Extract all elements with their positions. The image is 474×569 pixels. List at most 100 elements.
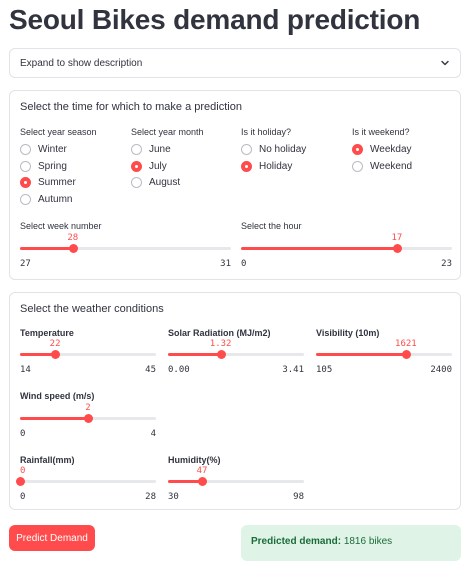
radio-option[interactable]: Weekday xyxy=(352,144,412,155)
month-label: Select year month xyxy=(131,127,204,137)
slider-thumb[interactable] xyxy=(84,414,93,423)
temperature-slider[interactable]: 22 14 45 xyxy=(20,339,156,375)
slider-max: 2400 xyxy=(430,365,452,375)
slider-max: 28 xyxy=(145,492,156,502)
radio-unchecked-icon xyxy=(131,177,142,188)
visibility-label: Visibility (10m) xyxy=(316,328,380,338)
hour-label: Select the hour xyxy=(241,221,302,231)
radio-option-label: June xyxy=(149,144,171,155)
slider-min: 30 xyxy=(168,492,179,502)
radio-checked-icon xyxy=(20,177,31,188)
time-section: Select the time for which to make a pred… xyxy=(9,90,461,280)
slider-min: 27 xyxy=(20,259,31,269)
weekend-label: Is it weekend? xyxy=(352,127,410,137)
humidity-slider[interactable]: 47 30 98 xyxy=(168,466,304,502)
slider-value: 1.32 xyxy=(209,339,232,349)
slider-track[interactable] xyxy=(20,247,231,250)
radio-checked-icon xyxy=(241,160,252,172)
radio-unchecked-icon xyxy=(131,144,142,155)
radio-option[interactable]: Spring xyxy=(20,160,67,172)
radio-option[interactable]: No holiday xyxy=(241,144,306,155)
radio-option[interactable]: Summer xyxy=(20,177,76,188)
slider-fill xyxy=(168,480,202,483)
radio-checked-icon xyxy=(131,160,142,172)
holiday-label: Is it holiday? xyxy=(241,127,292,137)
slider-value: 47 xyxy=(196,466,208,476)
radio-option[interactable]: Holiday xyxy=(241,160,293,172)
slider-min: 0 xyxy=(20,429,26,439)
slider-max: 98 xyxy=(293,492,304,502)
radio-unchecked-icon xyxy=(20,160,31,172)
radio-option[interactable]: Autumn xyxy=(20,193,73,205)
radio-option-label: Weekday xyxy=(370,144,412,155)
slider-min: 14 xyxy=(20,365,31,375)
radio-unchecked-icon xyxy=(20,193,31,205)
radio-option-label: No holiday xyxy=(259,144,307,155)
radio-option-label: August xyxy=(149,177,181,188)
slider-value: 1621 xyxy=(395,339,417,349)
radio-option-label: Autumn xyxy=(38,193,73,205)
rainfall-slider[interactable]: 0 0 28 xyxy=(16,466,156,502)
radio-option-label: Spring xyxy=(38,160,67,172)
expander-label: Expand to show description xyxy=(20,58,143,69)
visibility-slider[interactable]: 1621 105 2400 xyxy=(316,339,452,375)
predict-demand-button[interactable]: Predict Demand xyxy=(9,525,95,551)
season-label: Select year season xyxy=(20,127,97,137)
slider-min: 105 xyxy=(316,365,333,375)
radio-option-label: Summer xyxy=(38,177,76,188)
slider-track[interactable] xyxy=(168,480,304,483)
week-slider[interactable]: 28 27 31 xyxy=(20,233,231,269)
result-label: Predicted demand: xyxy=(251,536,342,547)
slider-max: 23 xyxy=(441,259,452,269)
radio-option[interactable]: Weekend xyxy=(352,160,413,172)
radio-unchecked-icon xyxy=(352,160,363,172)
radio-option-label: Weekend xyxy=(370,160,413,172)
result-value: 1816 bikes xyxy=(343,536,393,547)
temperature-label: Temperature xyxy=(20,328,74,338)
slider-fill xyxy=(316,353,406,356)
radio-option-label: July xyxy=(149,160,167,172)
chevron-down-icon xyxy=(441,60,449,66)
radio-option-label: Holiday xyxy=(259,160,293,172)
slider-fill xyxy=(20,247,73,250)
radio-unchecked-icon xyxy=(20,144,31,155)
radio-option-label: Winter xyxy=(38,144,67,155)
radio-option[interactable]: June xyxy=(131,144,171,155)
slider-fill xyxy=(241,247,397,250)
slider-thumb[interactable] xyxy=(392,244,402,253)
radio-option[interactable]: August xyxy=(131,177,180,188)
slider-max: 3.41 xyxy=(282,365,304,375)
radio-option[interactable]: July xyxy=(131,160,167,172)
radio-checked-icon xyxy=(352,144,363,155)
slider-thumb[interactable] xyxy=(51,350,61,359)
wind-label: Wind speed (m/s) xyxy=(20,391,95,401)
slider-fill xyxy=(20,417,88,420)
radio-unchecked-icon xyxy=(241,144,252,155)
radio-option[interactable]: Winter xyxy=(20,144,67,155)
solar-slider[interactable]: 1.32 0.00 3.41 xyxy=(168,339,304,375)
slider-max: 45 xyxy=(145,365,156,375)
hour-slider[interactable]: 17 0 23 xyxy=(241,233,452,269)
slider-track[interactable] xyxy=(20,353,156,356)
page-title: Seoul Bikes demand prediction xyxy=(9,4,421,35)
slider-thumb[interactable] xyxy=(198,477,207,486)
slider-track[interactable] xyxy=(20,480,156,483)
slider-max: 4 xyxy=(150,429,156,439)
slider-min: 0 xyxy=(20,492,26,502)
slider-thumb[interactable] xyxy=(68,244,78,253)
prediction-result: Predicted demand: 1816 bikes xyxy=(241,525,461,561)
slider-fill xyxy=(168,353,221,356)
slider-thumb[interactable] xyxy=(16,477,25,486)
slider-max: 31 xyxy=(220,259,231,269)
humidity-label: Humidity(%) xyxy=(168,455,221,465)
weather-section-title: Select the weather conditions xyxy=(20,303,164,315)
slider-track[interactable] xyxy=(168,353,304,356)
slider-thumb[interactable] xyxy=(401,350,411,359)
weather-section: Select the weather conditions Temperatur… xyxy=(9,292,461,510)
slider-min: 0.00 xyxy=(168,365,190,375)
slider-thumb[interactable] xyxy=(216,350,226,359)
slider-value: 22 xyxy=(49,339,61,349)
wind-slider[interactable]: 2 0 4 xyxy=(20,403,156,439)
slider-fill xyxy=(20,353,56,356)
description-expander[interactable]: Expand to show description xyxy=(9,48,461,78)
